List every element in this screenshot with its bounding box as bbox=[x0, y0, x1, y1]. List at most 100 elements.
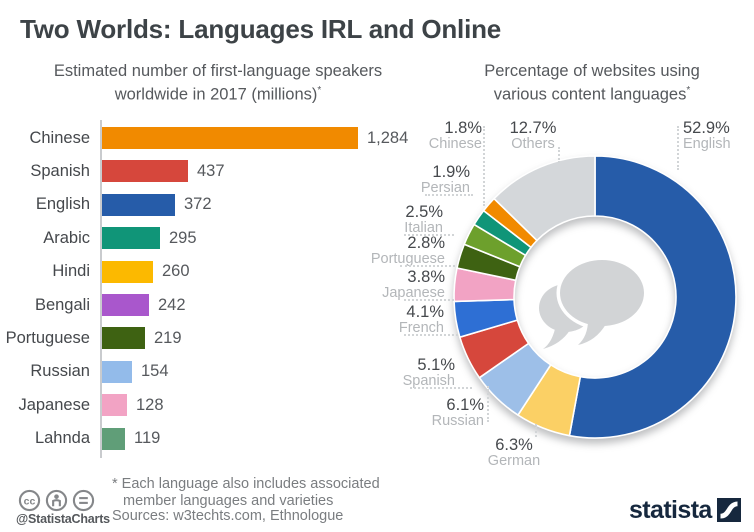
leader-line bbox=[677, 126, 679, 170]
footnote-line1: * Each language also includes associated bbox=[112, 476, 380, 492]
attribution-icon bbox=[45, 489, 68, 512]
bar-row: Portuguese 219 bbox=[0, 322, 182, 355]
bar-row: Lahnda 119 bbox=[0, 422, 160, 455]
donut-label-chinese: 1.8% Chinese bbox=[429, 120, 482, 152]
donut-label-italian: 2.5% Italian bbox=[404, 204, 443, 236]
bar-row: Russian 154 bbox=[0, 355, 169, 388]
bar-category-label: Portuguese bbox=[5, 328, 90, 347]
donut-language-label: Persian bbox=[420, 180, 470, 196]
bar-category-label: Lahnda bbox=[34, 429, 90, 448]
donut-label-german: 6.3% German bbox=[471, 437, 557, 469]
bar-rect bbox=[101, 160, 188, 183]
bar-value-label: 437 bbox=[197, 161, 225, 180]
bar-rect bbox=[101, 360, 132, 383]
bar-category-label: Hindi bbox=[52, 262, 90, 281]
bar-value-label: 1,284 bbox=[367, 128, 409, 147]
footnote: * Each language also includes associated… bbox=[112, 476, 380, 510]
bar-rect bbox=[101, 127, 358, 149]
donut-label-russian: 6.1% Russian bbox=[432, 397, 484, 429]
donut-percent-label: 1.9% bbox=[432, 163, 470, 181]
donut-percent-label: 6.3% bbox=[495, 436, 533, 454]
donut-percent-label: 12.7% bbox=[509, 119, 557, 137]
donut-language-label: German bbox=[487, 453, 541, 469]
donut-subtitle-line2: various content languages bbox=[493, 85, 687, 104]
donut-subtitle-line1: Percentage of websites using bbox=[484, 62, 700, 80]
leader-line bbox=[558, 147, 560, 163]
donut-language-label: Chinese bbox=[428, 136, 482, 152]
bar-row: Hindi 260 bbox=[0, 255, 190, 288]
leader-line bbox=[483, 126, 485, 206]
donut-label-portuguese: 2.8% Portuguese bbox=[371, 235, 445, 267]
speech-bubbles-icon bbox=[539, 256, 648, 349]
donut-percent-label: 2.5% bbox=[405, 203, 443, 221]
donut-segment-others bbox=[492, 155, 596, 242]
donut-language-label: Others bbox=[511, 136, 555, 152]
donut-label-japanese: 3.8% Japanese bbox=[382, 269, 445, 301]
bar-rect bbox=[101, 260, 153, 283]
bar-row: Arabic 295 bbox=[0, 222, 197, 255]
statista-logo-text: statista bbox=[629, 496, 712, 524]
donut-language-label: Italian bbox=[404, 220, 443, 236]
bar-chart-axis bbox=[100, 120, 102, 458]
cc-license-badge: cc bbox=[18, 489, 95, 512]
bar-rect bbox=[101, 427, 125, 450]
bar-category-label: Chinese bbox=[29, 128, 90, 147]
sources-text: Sources: w3techts.com, Ethnologue bbox=[112, 508, 344, 524]
donut-label-english: 52.9% English bbox=[683, 120, 731, 152]
bar-chart-subtitle: Estimated number of first-language speak… bbox=[28, 61, 408, 105]
donut-percent-label: 3.8% bbox=[407, 268, 445, 286]
bar-value-label: 295 bbox=[169, 228, 197, 247]
leader-line bbox=[410, 387, 472, 389]
statista-logo: statista bbox=[629, 497, 741, 523]
bar-subtitle-line2: worldwide in 2017 (millions) bbox=[114, 85, 318, 104]
equals-icon bbox=[72, 489, 95, 512]
donut-subtitle-asterisk: * bbox=[686, 85, 691, 96]
bar-row: Spanish 437 bbox=[0, 155, 225, 188]
donut-language-label: Japanese bbox=[382, 285, 445, 301]
bar-value-label: 260 bbox=[162, 262, 190, 281]
donut-chart bbox=[453, 155, 737, 439]
statista-charts-handle: @StatistaCharts bbox=[16, 512, 110, 526]
leader-line bbox=[400, 265, 455, 267]
donut-language-label: English bbox=[683, 136, 731, 152]
footnote-line2: member languages and varieties bbox=[123, 493, 334, 509]
donut-percent-label: 4.1% bbox=[406, 303, 444, 321]
donut-percent-label: 5.1% bbox=[417, 356, 455, 374]
bar-rect bbox=[101, 394, 127, 417]
bar-subtitle-line1: Estimated number of first-language speak… bbox=[53, 62, 383, 80]
svg-text:cc: cc bbox=[24, 495, 36, 507]
page-title: Two Worlds: Languages IRL and Online bbox=[20, 14, 502, 44]
donut-chart-subtitle: Percentage of websites using various con… bbox=[447, 61, 737, 105]
bar-rect bbox=[101, 227, 160, 250]
bar-category-label: Russian bbox=[30, 362, 90, 381]
donut-percent-label: 52.9% bbox=[683, 119, 730, 137]
statista-logo-mark bbox=[716, 498, 741, 522]
bar-value-label: 372 bbox=[184, 195, 212, 214]
leader-line bbox=[425, 194, 473, 196]
leader-line bbox=[404, 299, 454, 301]
bar-value-label: 219 bbox=[154, 328, 182, 347]
donut-percent-label: 2.8% bbox=[407, 234, 445, 252]
bar-value-label: 242 bbox=[158, 295, 186, 314]
bar-row: Bengali 242 bbox=[0, 289, 186, 322]
bar-rect bbox=[101, 193, 175, 216]
bar-row: English 372 bbox=[0, 188, 212, 221]
donut-language-label: Portuguese bbox=[370, 251, 445, 267]
leader-line bbox=[535, 424, 537, 437]
bar-category-label: Japanese bbox=[18, 395, 90, 414]
bar-rect bbox=[101, 327, 145, 350]
donut-language-label: Spanish bbox=[402, 373, 455, 389]
bar-value-label: 119 bbox=[134, 429, 161, 448]
leader-line bbox=[487, 386, 489, 422]
bar-category-label: English bbox=[35, 195, 90, 214]
bar-category-label: Spanish bbox=[30, 161, 90, 180]
bar-row: Chinese 1,284 bbox=[0, 122, 408, 155]
leader-line bbox=[404, 234, 454, 236]
bar-rect bbox=[101, 294, 149, 316]
bar-category-label: Arabic bbox=[43, 228, 90, 247]
donut-percent-label: 1.8% bbox=[444, 119, 482, 137]
donut-language-label: French bbox=[398, 320, 444, 336]
bar-subtitle-asterisk: * bbox=[317, 85, 322, 96]
bar-row: Japanese 128 bbox=[0, 389, 164, 422]
